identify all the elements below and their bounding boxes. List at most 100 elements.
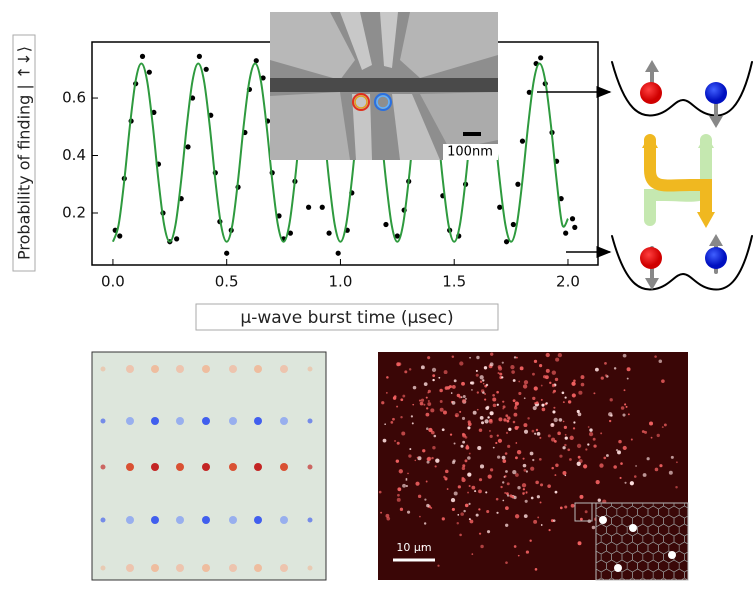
speckle <box>492 398 496 402</box>
speckle <box>587 443 589 445</box>
speckle <box>424 382 428 386</box>
speckle <box>396 362 400 366</box>
speckle <box>396 406 398 408</box>
speckle <box>471 553 473 555</box>
speckle <box>428 400 430 402</box>
lattice-dot <box>254 365 262 373</box>
speckle <box>437 565 439 567</box>
speckle <box>462 441 465 444</box>
speckle <box>479 533 481 535</box>
speckle <box>443 411 447 415</box>
speckle <box>480 381 482 383</box>
speckle <box>421 399 424 402</box>
lattice-dot <box>202 564 210 572</box>
speckle <box>635 465 637 467</box>
speckle <box>539 437 541 439</box>
speckle <box>530 467 534 471</box>
lattice-image <box>92 352 326 580</box>
speckle <box>506 432 508 434</box>
speckle <box>496 391 499 394</box>
speckle <box>624 389 626 391</box>
data-point <box>140 54 145 59</box>
speckle <box>523 458 525 460</box>
speckle <box>498 372 500 374</box>
lattice-dot <box>101 566 106 571</box>
speckle <box>487 416 489 418</box>
speckle <box>502 459 506 463</box>
speckle <box>546 402 548 404</box>
speckle <box>480 416 484 420</box>
speckle <box>554 418 558 422</box>
lattice-dot <box>229 463 237 471</box>
speckle <box>452 385 456 389</box>
speckle <box>426 427 429 430</box>
speckle <box>490 362 494 366</box>
speckle <box>497 456 500 459</box>
speckle <box>578 541 582 545</box>
speckle <box>508 428 511 431</box>
speckle <box>476 514 479 517</box>
speckle <box>657 434 660 437</box>
speckle <box>554 440 557 443</box>
data-point <box>563 231 568 236</box>
speckle <box>390 421 393 424</box>
lattice-dot <box>151 516 159 524</box>
speckle <box>452 355 454 357</box>
speckle <box>536 401 539 404</box>
speckle <box>533 406 537 410</box>
speckle <box>560 507 563 510</box>
speckle <box>490 411 494 415</box>
speckle <box>462 467 465 470</box>
speckle <box>482 379 484 381</box>
speckle <box>564 444 566 446</box>
speckle <box>627 378 629 380</box>
speckle <box>589 432 593 436</box>
speckle <box>460 512 464 516</box>
speckle <box>386 376 389 379</box>
speckle <box>572 393 576 397</box>
speckle <box>515 473 519 477</box>
speckle <box>554 474 556 476</box>
speckle <box>506 420 509 423</box>
speckle <box>557 432 561 436</box>
speckle <box>532 373 535 376</box>
speckle <box>537 432 541 436</box>
speckle <box>502 456 506 460</box>
speckle <box>497 404 499 406</box>
speckle <box>490 468 493 471</box>
speckle <box>447 488 449 490</box>
speckle <box>592 526 595 529</box>
speckle <box>515 426 519 430</box>
speckle <box>444 370 448 374</box>
lattice-dot <box>202 463 210 471</box>
speckle <box>571 504 575 508</box>
speckle <box>502 408 504 410</box>
lattice-dot <box>229 365 237 373</box>
speckle <box>661 379 665 383</box>
hex-cell <box>690 524 700 536</box>
speckle <box>647 457 650 460</box>
speckle <box>518 392 521 395</box>
speckle <box>424 499 426 501</box>
speckle <box>493 447 495 449</box>
speckle <box>541 404 544 407</box>
speckle <box>565 396 567 398</box>
speckle <box>466 445 468 447</box>
lattice-dot <box>308 566 313 571</box>
speckle <box>432 379 434 381</box>
speckle <box>581 375 585 379</box>
speckle <box>522 483 526 487</box>
speckle <box>540 483 543 486</box>
speckle <box>520 366 524 370</box>
speckle <box>409 448 411 450</box>
lattice-dot <box>308 518 313 523</box>
speckle <box>393 396 396 399</box>
speckle <box>457 514 459 516</box>
hex-cell <box>690 542 700 554</box>
lattice-dot <box>229 417 237 425</box>
data-point <box>572 225 577 230</box>
speckle <box>460 445 463 448</box>
speckle <box>468 503 470 505</box>
lattice-dot <box>126 365 134 373</box>
speckle <box>541 399 543 401</box>
